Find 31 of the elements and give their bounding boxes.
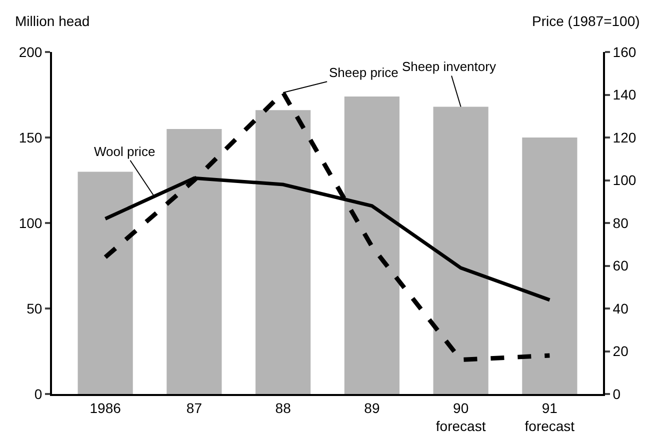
y2-tick-label: 140 bbox=[612, 86, 636, 103]
bar bbox=[433, 106, 488, 394]
y2-tick-label: 20 bbox=[612, 343, 629, 360]
text: Wool price bbox=[94, 144, 156, 159]
y-tick-label: 50 bbox=[26, 300, 42, 316]
x-tick-label: 88 bbox=[275, 400, 292, 416]
x-tick-label: 91 forecast bbox=[524, 400, 575, 434]
y-tick-label: 100 bbox=[18, 214, 42, 231]
x-tick-label: 1986 bbox=[90, 400, 122, 416]
text: Sheep price bbox=[329, 65, 398, 80]
y-tick-label: 0 bbox=[34, 386, 42, 402]
bar bbox=[522, 138, 578, 394]
y-axis-title: Million head bbox=[15, 13, 90, 29]
x-tick-label: 89 bbox=[364, 400, 380, 416]
series-label: Sheep inventory bbox=[402, 59, 496, 74]
y2-tick-label: 40 bbox=[612, 300, 629, 316]
y-tick-label: 200 bbox=[18, 44, 42, 60]
y2-tick-label: 60 bbox=[612, 258, 629, 274]
bar bbox=[344, 96, 400, 394]
y2-tick-label: 80 bbox=[612, 214, 629, 231]
y2-tick-label: 0 bbox=[612, 386, 621, 402]
y2-tick-label: 120 bbox=[612, 129, 636, 146]
y2-axis-title: Price (1987=100) bbox=[532, 13, 640, 29]
bar bbox=[78, 172, 133, 394]
bar bbox=[256, 110, 311, 394]
y2-tick-label: 160 bbox=[612, 44, 636, 60]
bar bbox=[166, 128, 222, 394]
x-tick-label: 87 bbox=[186, 400, 202, 416]
y-tick-label: 150 bbox=[18, 129, 42, 146]
x-tick-label: 90 forecast bbox=[436, 400, 486, 434]
y2-tick-label: 100 bbox=[612, 172, 636, 188]
